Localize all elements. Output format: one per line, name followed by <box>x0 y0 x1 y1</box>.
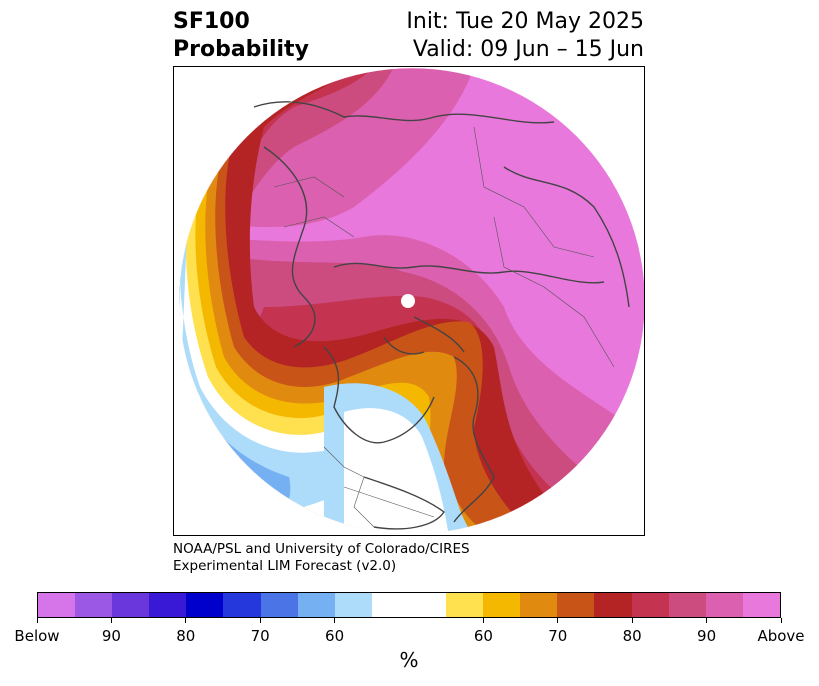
colorbar-segment <box>223 593 261 617</box>
colorbar-segment <box>520 593 558 617</box>
colorbar-segment <box>705 593 743 617</box>
coastlines <box>253 101 630 530</box>
credit-line-1: NOAA/PSL and University of Colorado/CIRE… <box>173 541 470 557</box>
credit-line-2: Experimental LIM Forecast (v2.0) <box>173 558 397 574</box>
colorbar-tick-label: Below <box>14 627 60 645</box>
colorbar-segment <box>334 593 372 617</box>
colorbar-segment <box>557 593 595 617</box>
probability-map <box>178 67 644 535</box>
colorbar-tick-label: 80 <box>176 627 196 645</box>
colorbar <box>37 592 781 618</box>
colorbar-tick-label: 60 <box>473 627 493 645</box>
colorbar-tick-mark <box>36 618 38 623</box>
colorbar-segment <box>149 593 187 617</box>
init-date: Init: Tue 20 May 2025 <box>406 9 644 34</box>
colorbar-segment <box>260 593 298 617</box>
colorbar-tick-mark <box>557 618 559 623</box>
colorbar-tick-label: 70 <box>548 627 568 645</box>
colorbar-tick-mark <box>780 618 782 623</box>
colorbar-tick-mark <box>259 618 261 623</box>
forecast-dates: Init: Tue 20 May 2025 Valid: 09 Jun – 15… <box>406 8 644 64</box>
colorbar-tick-label: 90 <box>697 627 717 645</box>
colorbar-segment <box>75 593 113 617</box>
colorbar-segment <box>297 593 335 617</box>
colorbar-tick-label: Above <box>757 627 805 645</box>
colorbar-tick-mark <box>631 618 633 623</box>
borders <box>273 126 615 528</box>
colorbar-segment <box>446 593 484 617</box>
credit-text: NOAA/PSL and University of Colorado/CIRE… <box>173 541 470 575</box>
map-title: SF100 Probability <box>173 8 309 64</box>
colorbar-segment <box>483 593 521 617</box>
colorbar-tick-mark <box>482 618 484 623</box>
colorbar-tick-label: 80 <box>622 627 642 645</box>
pole-marker <box>401 294 415 308</box>
polar-map <box>173 66 645 536</box>
colorbar-tick-label: 70 <box>250 627 270 645</box>
colorbar-segment <box>594 593 632 617</box>
colorbar-segment <box>186 593 224 617</box>
colorbar-segment <box>371 593 447 617</box>
colorbar-tick-mark <box>185 618 187 623</box>
colorbar-segment <box>668 593 706 617</box>
colorbar-segment <box>631 593 669 617</box>
colorbar-tick-mark <box>110 618 112 623</box>
variable-name: SF100 <box>173 9 250 34</box>
colorbar-segment <box>112 593 150 617</box>
colorbar-tick-mark <box>706 618 708 623</box>
colorbar-segment <box>38 593 76 617</box>
colorbar-tick-label: 90 <box>101 627 121 645</box>
colorbar-unit: % <box>399 648 419 672</box>
colorbar-segment <box>742 593 780 617</box>
colorbar-tick-mark <box>334 618 336 623</box>
colorbar-tick-label: 60 <box>325 627 345 645</box>
valid-date: Valid: 09 Jun – 15 Jun <box>412 37 644 62</box>
probability-fill <box>179 68 644 534</box>
variable-type: Probability <box>173 37 309 62</box>
